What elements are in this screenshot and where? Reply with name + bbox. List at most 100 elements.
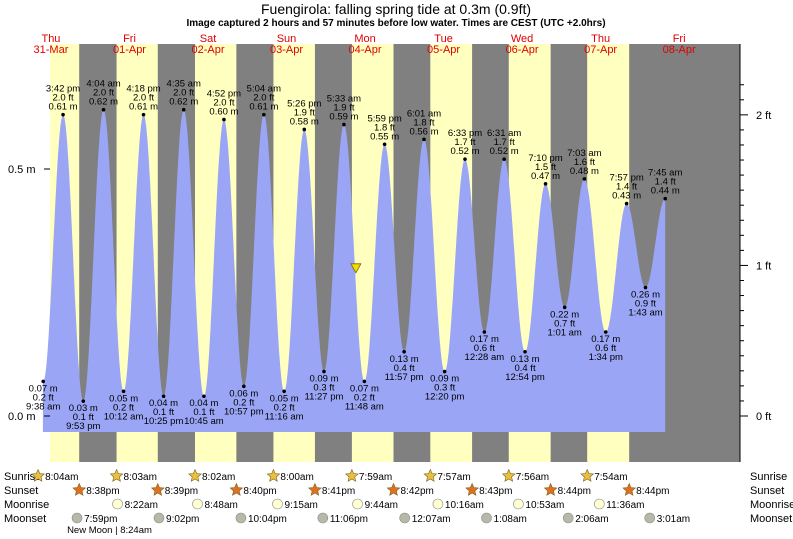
- tide-dot: [603, 330, 608, 334]
- moonset-icon: [71, 512, 83, 524]
- tide-dot: [262, 112, 266, 117]
- tide-time: 5:26 pm: [287, 98, 321, 109]
- tide-dot: [121, 389, 126, 394]
- tide-time: 1:01 am: [548, 327, 582, 338]
- tide-height-m: 0.61 m: [129, 102, 158, 113]
- sunset-time: 8:42pm: [401, 486, 434, 497]
- tide-dot: [502, 157, 506, 161]
- tide-height-ft: 0.9 ft: [635, 299, 656, 310]
- sunset-time: 8:40pm: [243, 486, 276, 497]
- tide-time: 10:57 pm: [224, 406, 264, 417]
- moonset-icon: [317, 512, 329, 524]
- low-tide-point: 0.22 m0.7 ft1:01 am: [548, 305, 582, 338]
- tide-dot: [101, 107, 106, 112]
- sunrise-time: 8:04am: [45, 472, 78, 483]
- tide-height-m: 0.61 m: [249, 102, 278, 113]
- moonset-row-label-left: Moonset: [4, 513, 46, 525]
- tide-height-m: 0.59 m: [329, 112, 358, 123]
- moonrise-icon: [432, 498, 444, 510]
- tide-height-m: 0.04 m: [149, 398, 178, 409]
- day-name: Thu: [41, 33, 60, 45]
- moonset-icon: [235, 512, 247, 524]
- day-date: 06-Apr: [506, 44, 539, 56]
- tide-height-m: 0.07 m: [29, 383, 58, 394]
- moonrise-icon: [352, 498, 363, 510]
- tide-height-m: 0.56 m: [409, 126, 438, 137]
- sunset-icon: [307, 482, 322, 496]
- high-tide-point: 3:42 pm2.0 ft0.61 m: [46, 84, 80, 117]
- moonrise-time: 9:44am: [365, 500, 398, 511]
- high-tide-point: 7:45 am1.4 ft0.44 m: [648, 168, 682, 201]
- tide-labels: 0.07 m0.2 ft9:38 am 3:42 pm2.0 ft0.61 m 0.…: [26, 79, 682, 432]
- tide-time: 9:38 am: [26, 401, 60, 412]
- tide-dot: [422, 137, 426, 142]
- tide-height-m: 0.62 m: [89, 97, 118, 108]
- day-labels: Thu31-MarFri01-AprSat02-AprSun03-AprMon0…: [34, 33, 696, 56]
- tide-dot: [663, 196, 668, 201]
- right-axis-label: 0 ft: [756, 411, 771, 423]
- tide-time: 1:43 am: [628, 308, 662, 319]
- tide-height-ft: 0.2 ft: [33, 392, 54, 403]
- tide-height-m: 0.05 m: [109, 393, 138, 404]
- tide-height-m: 0.52 m: [450, 146, 479, 157]
- tide-height-ft: 1.8 ft: [374, 122, 395, 133]
- tide-height-m: 0.48 m: [570, 166, 599, 177]
- tide-time: 4:35 am: [167, 79, 201, 90]
- moonset-icon: [644, 512, 656, 524]
- moonrise-icon: [513, 498, 524, 510]
- low-tide-point: 0.26 m0.9 ft1:43 am: [628, 285, 663, 319]
- sunset-icon: [229, 482, 244, 496]
- tide-time: 10:25 pm: [144, 416, 184, 427]
- tide-height-ft: 0.3 ft: [313, 383, 334, 394]
- low-tide-point: 0.07 m0.2 ft9:38 am: [26, 379, 60, 412]
- tide-dot: [582, 177, 587, 181]
- day-date: 01-Apr: [113, 44, 146, 56]
- day-name: Wed: [511, 33, 533, 45]
- sunrise-icon: [423, 468, 438, 482]
- tide-dot: [242, 384, 246, 389]
- tide-dot: [141, 112, 146, 117]
- tide-time: 1:34 pm: [589, 352, 623, 363]
- sunset-icon: [622, 482, 637, 496]
- tide-time: 7:03 am: [567, 148, 601, 159]
- day-date: 07-Apr: [584, 44, 617, 56]
- moonset-icon: [562, 512, 574, 524]
- moonset-time: 2:06am: [575, 514, 608, 525]
- tide-dot: [482, 330, 487, 334]
- moonset-icon: [153, 512, 165, 524]
- tide-dot: [41, 379, 46, 384]
- tide-height-ft: 2.0 ft: [213, 98, 234, 109]
- tide-height-ft: 2.0 ft: [93, 88, 114, 99]
- tide-dot: [161, 394, 166, 399]
- tide-dot: [382, 142, 387, 147]
- tide-height-m: 0.44 m: [651, 186, 680, 197]
- tide-area: [42, 109, 666, 433]
- moon-phase-note: New Moon | 8:24am: [67, 525, 152, 536]
- left-axis-label: 0.5 m: [8, 164, 36, 176]
- tide-height-ft: 0.7 ft: [554, 318, 575, 329]
- tide-time: 4:18 pm: [126, 84, 160, 95]
- tide-height-ft: 0.4 ft: [394, 363, 415, 374]
- moonset-icon: [399, 512, 410, 524]
- tide-dot: [181, 107, 186, 112]
- high-tide-point: 5:26 pm1.9 ft0.58 m: [287, 98, 322, 132]
- moonset-row-label-right: Moonset: [750, 513, 792, 525]
- tide-height-m: 0.62 m: [169, 97, 198, 108]
- tide-height-m: 0.06 m: [229, 388, 258, 399]
- tide-height-ft: 1.7 ft: [494, 137, 515, 148]
- right-axis-label: 2 ft: [756, 110, 771, 122]
- tide-dot: [322, 369, 326, 374]
- tide-time: 10:12 am: [104, 411, 144, 422]
- sunrise-icon: [188, 468, 202, 482]
- tide-time: 11:16 am: [265, 411, 304, 422]
- tide-height-ft: 1.5 ft: [535, 162, 556, 173]
- left-axis-label: 0.0 m: [8, 411, 36, 423]
- moonrise-time: 11:36am: [606, 500, 644, 511]
